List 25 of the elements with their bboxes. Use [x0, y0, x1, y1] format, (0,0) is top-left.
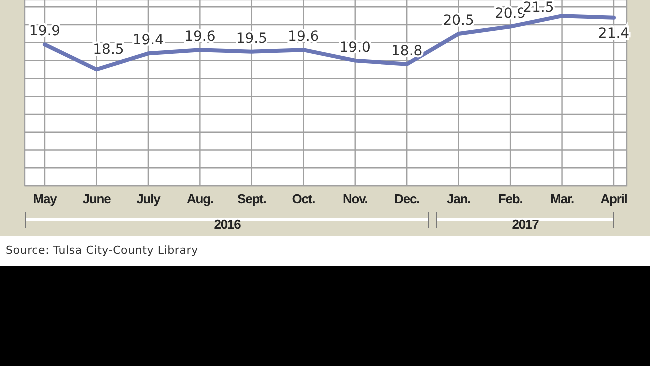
x-tick-label: Jan. [447, 191, 471, 206]
x-tick-label: April [600, 191, 628, 206]
text: 2017 [512, 217, 540, 232]
x-tick-label: Mar. [550, 191, 574, 206]
x-tick-label: May [33, 191, 58, 206]
data-label: 19.6 [288, 29, 320, 46]
x-tick-label: Dec. [394, 191, 420, 206]
x-tick-label: Sept. [238, 191, 266, 206]
x-tick-label: Aug. [186, 191, 214, 206]
data-label: 18.5 [93, 42, 124, 58]
data-label: 19.5 [236, 30, 268, 47]
data-label: 18.8 [392, 43, 423, 60]
x-tick-label: June [82, 191, 112, 206]
text: 2016 [214, 217, 242, 232]
x-tick-label: Oct. [292, 191, 316, 206]
data-label: 19.9 [29, 24, 61, 40]
source-note: Source: Tulsa City-County Library [6, 244, 199, 257]
data-label: 20.5 [443, 12, 474, 29]
data-label: 19.0 [340, 40, 371, 56]
data-label: 21.4 [598, 26, 630, 42]
x-tick-label: July [136, 191, 162, 206]
x-tick-label: Feb. [498, 191, 523, 206]
data-label: 19.6 [184, 29, 216, 46]
x-tick-label: Nov. [342, 191, 368, 206]
data-label: 19.4 [132, 32, 164, 49]
